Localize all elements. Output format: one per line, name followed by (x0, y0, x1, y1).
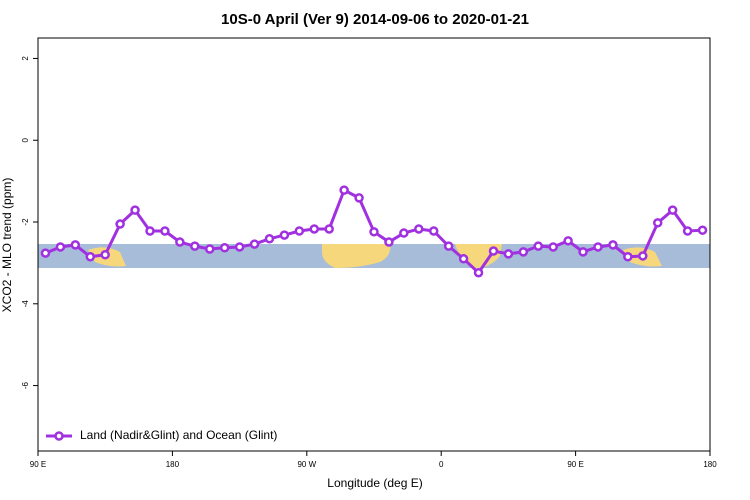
point (503, 249, 514, 259)
point (682, 226, 693, 236)
x-axis-label: Longitude (deg E) (327, 476, 422, 490)
y-tick-label: 0 (21, 137, 30, 142)
point (339, 185, 349, 195)
point (100, 249, 110, 260)
point (115, 219, 125, 229)
point (369, 227, 379, 237)
point (145, 226, 155, 236)
y-axis-label: XCO2 - MLO trend (ppm) (0, 178, 14, 313)
x-tick-label: 90 E (567, 460, 583, 469)
point (160, 226, 170, 236)
point (70, 240, 81, 250)
y-tick-label: 2 (21, 56, 30, 61)
plot-frame (37, 37, 711, 452)
point (563, 236, 573, 246)
point (130, 205, 140, 215)
point (488, 246, 499, 256)
x-tick-label: 180 (166, 460, 180, 469)
point (652, 218, 663, 228)
x-tick-label: 180 (703, 460, 717, 469)
chart-title: 10S-0 April (Ver 9) 2014-09-06 to 2020-0… (221, 11, 529, 28)
point (623, 252, 633, 262)
point (175, 237, 185, 247)
point (204, 244, 215, 254)
point (294, 226, 305, 236)
x-tick-label: 90 E (30, 460, 46, 469)
point (548, 242, 558, 252)
point (279, 230, 290, 240)
point (443, 241, 454, 251)
y-tick-label: -4 (21, 300, 30, 308)
point (667, 205, 678, 215)
point (399, 228, 409, 238)
point (518, 247, 529, 257)
legend-marker (54, 431, 64, 441)
y-tick-label: -2 (21, 218, 30, 226)
point (40, 248, 51, 258)
point (428, 226, 439, 236)
point (697, 225, 708, 235)
point (473, 267, 484, 278)
point (384, 237, 394, 247)
point (85, 252, 96, 262)
point (458, 254, 469, 264)
point (190, 241, 200, 251)
x-tick-label: 0 (439, 460, 444, 469)
point (309, 224, 320, 234)
point (249, 239, 260, 249)
point (219, 243, 230, 253)
point (55, 242, 66, 252)
point (414, 224, 424, 234)
point (608, 240, 618, 250)
legend-label: Land (Nadir&Glint) and Ocean (Glint) (80, 428, 277, 442)
point (324, 224, 334, 234)
point (354, 193, 364, 203)
point (593, 242, 603, 252)
y-tick-label: -6 (21, 381, 30, 389)
point (638, 251, 648, 261)
point (533, 241, 544, 251)
point (264, 234, 275, 244)
point (234, 242, 245, 252)
x-tick-label: 90 W (297, 460, 316, 469)
point (578, 247, 588, 257)
